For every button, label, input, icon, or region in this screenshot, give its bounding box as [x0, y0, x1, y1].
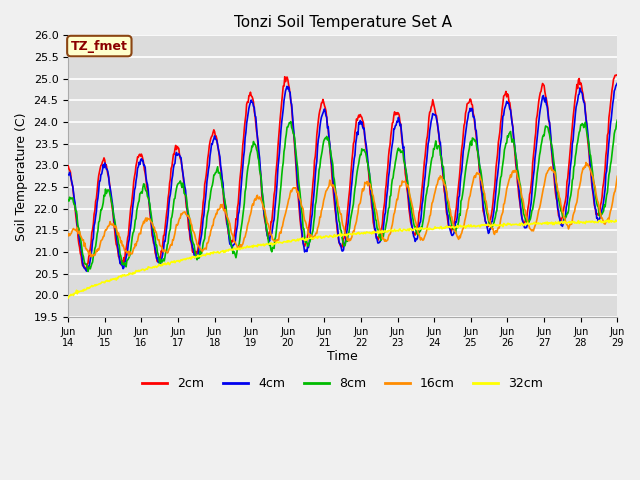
Y-axis label: Soil Temperature (C): Soil Temperature (C)	[15, 112, 28, 240]
Title: Tonzi Soil Temperature Set A: Tonzi Soil Temperature Set A	[234, 15, 452, 30]
X-axis label: Time: Time	[327, 350, 358, 363]
Text: TZ_fmet: TZ_fmet	[71, 39, 128, 53]
Legend: 2cm, 4cm, 8cm, 16cm, 32cm: 2cm, 4cm, 8cm, 16cm, 32cm	[138, 372, 548, 396]
